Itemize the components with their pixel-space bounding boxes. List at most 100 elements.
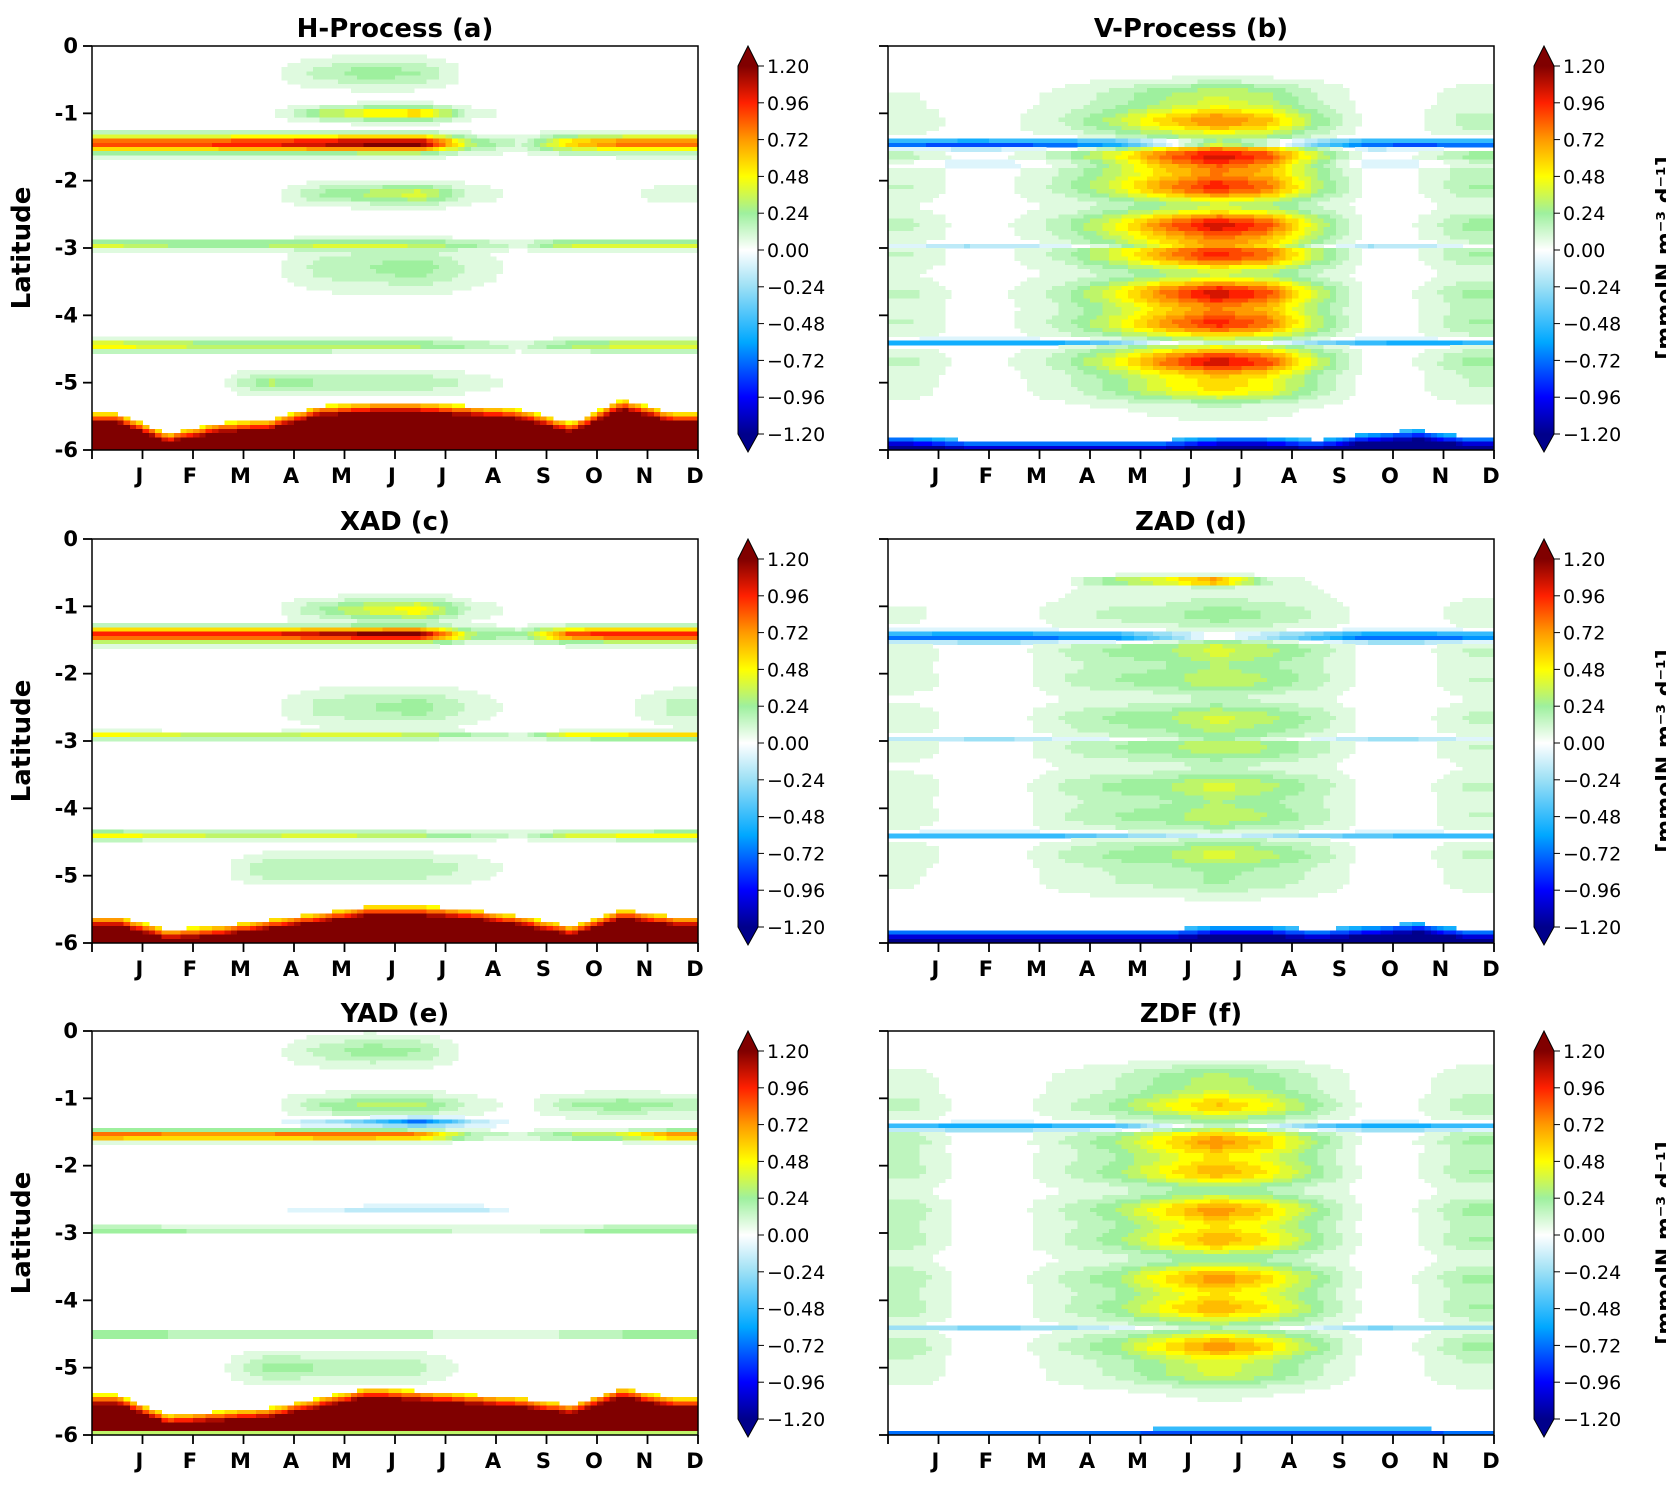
heatmap-cell <box>357 391 364 396</box>
heatmap-cell <box>1046 172 1053 177</box>
heatmap-cell <box>414 101 421 106</box>
heatmap-cell <box>130 244 137 249</box>
heatmap-cell <box>363 378 370 383</box>
heatmap-cell <box>471 248 478 253</box>
heatmap-cell <box>370 84 377 89</box>
heatmap-cell <box>1374 164 1381 169</box>
heatmap-cell <box>420 189 427 194</box>
heatmap-cell <box>452 67 459 72</box>
heatmap-cell <box>1090 160 1097 165</box>
heatmap-cell <box>439 198 446 203</box>
heatmap-cell <box>433 391 440 396</box>
heatmap-cell <box>389 378 396 383</box>
heatmap-cell <box>1216 105 1223 110</box>
heatmap-cell <box>1223 97 1230 102</box>
heatmap-cell <box>603 336 610 341</box>
heatmap-cell <box>351 256 358 261</box>
heatmap-cell <box>161 151 168 156</box>
heatmap-cell <box>648 139 655 144</box>
heatmap-cell <box>1197 143 1204 148</box>
heatmap-cell <box>446 185 453 190</box>
heatmap-cell <box>332 155 339 160</box>
heatmap-cell <box>351 67 358 72</box>
heatmap-cell <box>1065 160 1072 165</box>
heatmap-cell <box>458 273 465 278</box>
heatmap-cell <box>294 387 301 392</box>
heatmap-cell <box>629 147 636 152</box>
heatmap-cell <box>528 345 535 350</box>
heatmap-cell <box>1324 160 1331 165</box>
heatmap-cell <box>1412 143 1419 148</box>
heatmap-cell <box>143 151 150 156</box>
heatmap-cell <box>446 248 453 253</box>
heatmap-cell <box>395 408 402 413</box>
heatmap-cell <box>433 202 440 207</box>
heatmap-cell <box>420 387 427 392</box>
heatmap-cell <box>1216 113 1223 118</box>
heatmap-cell <box>427 408 434 413</box>
heatmap-cell <box>528 412 535 417</box>
heatmap-cell <box>1071 122 1078 127</box>
heatmap-cell <box>1077 84 1084 89</box>
heatmap-cell <box>1343 92 1350 97</box>
heatmap-cell <box>1475 155 1482 160</box>
heatmap-cell <box>1336 105 1343 110</box>
heatmap-cell <box>888 143 895 148</box>
heatmap-cell <box>275 341 282 346</box>
heatmap-cell <box>1324 126 1331 131</box>
heatmap-cell <box>439 105 446 110</box>
heatmap-cell <box>370 391 377 396</box>
heatmap-cell <box>307 105 314 110</box>
heatmap-cell <box>477 256 484 261</box>
heatmap-cell <box>98 437 105 442</box>
heatmap-cells <box>888 75 1495 450</box>
heatmap-cell <box>294 370 301 375</box>
heatmap-cell <box>92 147 99 152</box>
heatmap-cell <box>496 345 503 350</box>
heatmap-cell <box>641 248 648 253</box>
heatmap-cell <box>1033 139 1040 144</box>
heatmap-cell <box>685 134 692 139</box>
heatmap-cell <box>1172 130 1179 135</box>
heatmap-cell <box>1437 105 1444 110</box>
heatmap-cell <box>351 277 358 282</box>
heatmap-cell <box>237 383 244 388</box>
heatmap-cell <box>281 193 288 198</box>
heatmap-cell <box>446 341 453 346</box>
heatmap-cell <box>307 113 314 118</box>
heatmap-cell <box>143 143 150 148</box>
heatmap-cell <box>401 235 408 240</box>
heatmap-cell <box>1134 80 1141 85</box>
heatmap-cell <box>326 442 333 447</box>
heatmap-cell <box>1103 151 1110 156</box>
heatmap-cell <box>117 349 124 354</box>
heatmap-cell <box>395 425 402 430</box>
heatmap-cell <box>1431 168 1438 173</box>
heatmap-cell <box>635 408 642 413</box>
heatmap-cell <box>1248 92 1255 97</box>
heatmap-cell <box>1046 143 1053 148</box>
heatmap-cell <box>244 345 251 350</box>
heatmap-cell <box>540 425 547 430</box>
heatmap-cell <box>483 383 490 388</box>
heatmap-cell <box>414 244 421 249</box>
heatmap-cell <box>534 248 541 253</box>
heatmap-cell <box>666 336 673 341</box>
heatmap-cell <box>414 256 421 261</box>
heatmap-cell <box>1109 80 1116 85</box>
heatmap-cell <box>458 244 465 249</box>
heatmap-cell <box>401 286 408 291</box>
heatmap-cell <box>1033 155 1040 160</box>
heatmap-cell <box>332 235 339 240</box>
heatmap-cell <box>1077 118 1084 123</box>
heatmap-cell <box>420 442 427 447</box>
heatmap-cell <box>964 143 971 148</box>
heatmap-cell <box>237 442 244 447</box>
heatmap-cell <box>1178 105 1185 110</box>
heatmap-cell <box>490 383 497 388</box>
heatmap-cell <box>1235 134 1242 139</box>
heatmap-cell <box>1469 172 1476 177</box>
heatmap-cell <box>1065 164 1072 169</box>
heatmap-cell <box>1229 75 1236 80</box>
heatmap-cell <box>502 425 509 430</box>
